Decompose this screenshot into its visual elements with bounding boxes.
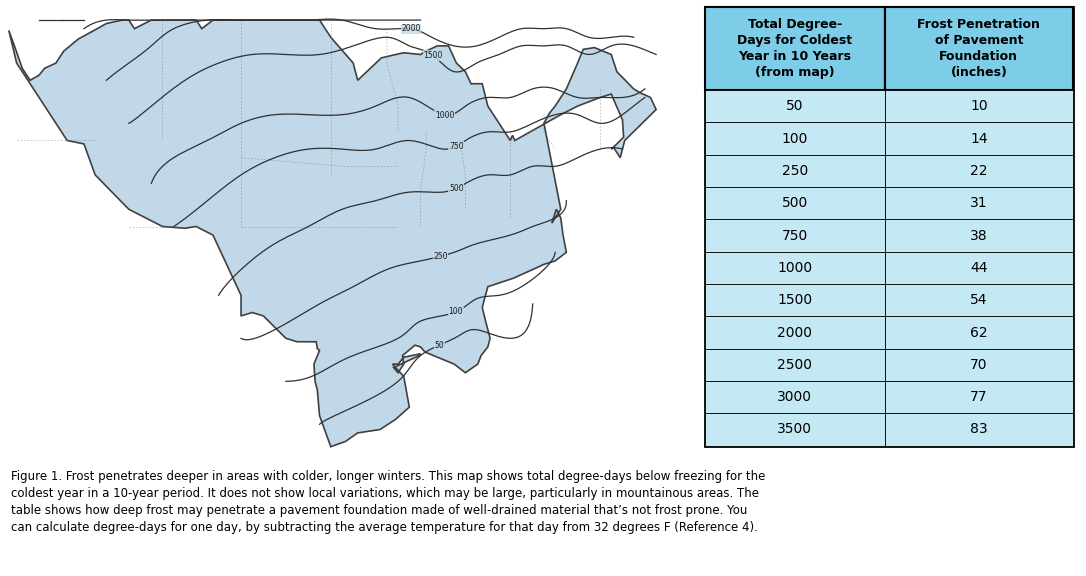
- FancyBboxPatch shape: [705, 155, 885, 187]
- FancyBboxPatch shape: [885, 252, 1073, 284]
- Polygon shape: [9, 20, 656, 446]
- Text: 750: 750: [782, 229, 808, 242]
- FancyBboxPatch shape: [705, 123, 885, 155]
- FancyBboxPatch shape: [705, 316, 885, 348]
- Text: 22: 22: [970, 164, 987, 178]
- Text: 44: 44: [970, 261, 987, 275]
- FancyBboxPatch shape: [705, 7, 885, 90]
- Text: Frost Penetration
of Pavement
Foundation
(inches): Frost Penetration of Pavement Foundation…: [918, 18, 1040, 79]
- FancyBboxPatch shape: [885, 219, 1073, 252]
- Text: 3500: 3500: [778, 422, 812, 437]
- Text: 54: 54: [970, 293, 987, 307]
- FancyBboxPatch shape: [885, 90, 1073, 123]
- Text: 250: 250: [782, 164, 808, 178]
- Text: 10: 10: [970, 99, 987, 113]
- FancyBboxPatch shape: [885, 348, 1073, 381]
- FancyBboxPatch shape: [885, 123, 1073, 155]
- FancyBboxPatch shape: [885, 316, 1073, 348]
- Text: 2500: 2500: [778, 358, 812, 372]
- FancyBboxPatch shape: [705, 348, 885, 381]
- FancyBboxPatch shape: [885, 155, 1073, 187]
- Text: 100: 100: [449, 308, 463, 316]
- FancyBboxPatch shape: [705, 252, 885, 284]
- Text: 50: 50: [434, 340, 444, 350]
- FancyBboxPatch shape: [705, 414, 885, 446]
- Text: 1000: 1000: [778, 261, 812, 275]
- FancyBboxPatch shape: [885, 7, 1073, 90]
- FancyBboxPatch shape: [705, 187, 885, 219]
- Text: 2000: 2000: [401, 24, 420, 33]
- Text: 1500: 1500: [778, 293, 812, 307]
- Text: 83: 83: [970, 422, 987, 437]
- Text: 750: 750: [449, 142, 464, 151]
- Text: 250: 250: [433, 252, 447, 261]
- Text: 3000: 3000: [778, 390, 812, 404]
- FancyBboxPatch shape: [885, 284, 1073, 316]
- Text: 500: 500: [782, 196, 808, 210]
- Text: 70: 70: [970, 358, 987, 372]
- FancyBboxPatch shape: [705, 381, 885, 414]
- FancyBboxPatch shape: [705, 284, 885, 316]
- Text: 38: 38: [970, 229, 987, 242]
- Text: 1000: 1000: [434, 111, 454, 120]
- Text: 100: 100: [782, 131, 808, 146]
- Text: 77: 77: [970, 390, 987, 404]
- FancyBboxPatch shape: [705, 219, 885, 252]
- Text: 1500: 1500: [424, 51, 443, 60]
- Text: 500: 500: [449, 184, 464, 193]
- Text: 31: 31: [970, 196, 987, 210]
- Text: 14: 14: [970, 131, 987, 146]
- FancyBboxPatch shape: [705, 90, 885, 123]
- Text: 62: 62: [970, 325, 987, 339]
- Text: Figure 1. Frost penetrates deeper in areas with colder, longer winters. This map: Figure 1. Frost penetrates deeper in are…: [11, 470, 766, 535]
- FancyBboxPatch shape: [885, 187, 1073, 219]
- FancyBboxPatch shape: [885, 414, 1073, 446]
- Text: Total Degree-
Days for Coldest
Year in 10 Years
(from map): Total Degree- Days for Coldest Year in 1…: [737, 18, 853, 79]
- Text: 2000: 2000: [778, 325, 812, 339]
- FancyBboxPatch shape: [885, 381, 1073, 414]
- Text: 50: 50: [786, 99, 804, 113]
